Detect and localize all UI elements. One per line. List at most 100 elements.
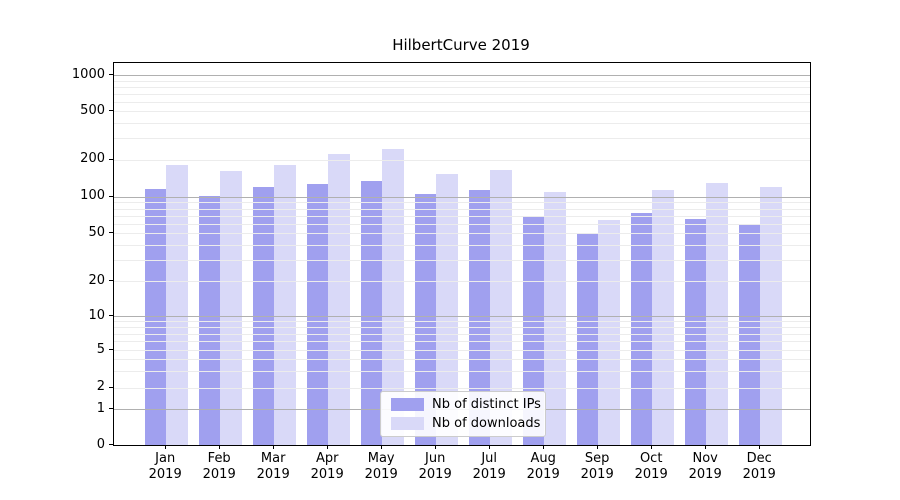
bar-downloads-sep [598,220,620,445]
legend-entry-distinct-ips: Nb of distinct IPs [381,397,545,412]
bar-downloads-mar [274,165,296,445]
x-tick-mark [543,445,545,449]
gridline-minor [114,387,810,389]
x-tick-mark [651,445,653,449]
legend-label-downloads: Nb of downloads [432,416,541,431]
y-tick-label: 5 [96,341,105,357]
gridline-minor [114,159,810,161]
bar-downloads-aug [544,191,566,445]
legend: Nb of distinct IPs Nb of downloads [380,391,546,437]
x-tick-mark [327,445,329,449]
bar-distinct-ips-jun [414,194,437,445]
gridline-minor [114,138,810,140]
x-tick-label: Dec 2019 [742,451,776,482]
bar-downloads-dec [760,186,782,445]
gridline-minor [114,333,810,335]
y-tick-label: 10 [88,307,105,323]
gridline-minor [114,86,810,88]
y-tick-label: 1000 [71,66,105,82]
gridline-minor [114,93,810,95]
y-tick-label: 100 [80,188,105,204]
x-tick-mark [273,445,275,449]
y-tick-label: 500 [80,102,105,118]
legend-swatch-downloads [391,417,424,430]
bar-distinct-ips-oct [630,212,653,445]
x-tick-mark [489,445,491,449]
bar-downloads-nov [706,183,728,445]
legend-swatch-distinct-ips [391,398,424,411]
gridline-minor [114,111,810,112]
gridline-minor [114,321,810,323]
x-tick-label: Apr 2019 [310,451,344,482]
bar-distinct-ips-nov [684,219,707,445]
gridline-minor [114,359,810,361]
x-tick-label: Oct 2019 [634,451,668,482]
y-tick-label: 20 [88,272,105,288]
gridline-minor [114,350,810,351]
x-tick-label: Feb 2019 [202,451,236,482]
x-tick-mark [381,445,383,449]
x-tick-mark [759,445,761,449]
x-tick-label: Nov 2019 [688,451,722,482]
gridline-minor [114,208,810,210]
x-tick-mark [165,445,167,449]
bar-distinct-ips-jul [468,189,491,445]
y-tick-mark [109,386,113,388]
gridline-minor [114,101,810,103]
legend-entry-downloads: Nb of downloads [381,416,545,431]
bar-downloads-jan [166,165,188,445]
bar-distinct-ips-mar [252,186,275,445]
bar-distinct-ips-feb [198,196,221,445]
chart-title: HilbertCurve 2019 [392,36,530,54]
x-tick-mark [219,445,221,449]
bar-downloads-jul [490,169,512,445]
gridline-major [114,316,810,318]
bar-downloads-feb [220,170,242,445]
x-tick-label: Jan 2019 [148,451,182,482]
y-tick-label: 200 [80,151,105,167]
bar-distinct-ips-aug [522,215,545,445]
gridline-major [114,196,810,198]
y-tick-mark [109,110,113,111]
gridline-minor [114,281,810,282]
x-tick-label: Sep 2019 [580,451,614,482]
y-tick-label: 1 [96,400,105,416]
bar-distinct-ips-apr [306,183,329,445]
legend-label-distinct-ips: Nb of distinct IPs [432,397,541,412]
y-tick-mark [109,158,113,160]
bar-downloads-apr [328,153,350,445]
gridline-major [114,75,810,76]
gridline-minor [114,341,810,343]
gridline-minor [114,122,810,124]
bar-distinct-ips-sep [576,234,599,445]
x-tick-label: Mar 2019 [256,451,290,482]
gridline-minor [114,371,810,372]
x-tick-label: May 2019 [364,451,398,482]
x-tick-mark [705,445,707,449]
y-tick-mark [109,232,113,234]
bar-downloads-oct [652,190,674,445]
x-tick-label: Jun 2019 [418,451,452,482]
y-tick-mark [109,444,113,445]
y-tick-label: 2 [96,379,105,395]
x-tick-mark [435,445,437,449]
y-tick-mark [109,195,113,197]
x-tick-mark [597,445,599,449]
y-tick-mark [109,315,113,317]
gridline-minor [114,202,810,204]
y-tick-mark [109,280,113,281]
gridline-minor [114,244,810,246]
x-tick-label: Aug 2019 [526,451,560,482]
gridline-minor [114,259,810,261]
bar-downloads-jun [436,174,458,445]
y-tick-mark [109,408,113,410]
gridline-minor [114,80,810,82]
gridline-minor [114,233,810,235]
plot-area: Nb of distinct IPs Nb of downloads [113,62,811,446]
y-tick-label: 50 [88,224,105,240]
x-tick-label: Jul 2019 [472,451,506,482]
gridline-minor [114,327,810,329]
y-tick-mark [109,74,113,75]
y-tick-mark [109,349,113,350]
